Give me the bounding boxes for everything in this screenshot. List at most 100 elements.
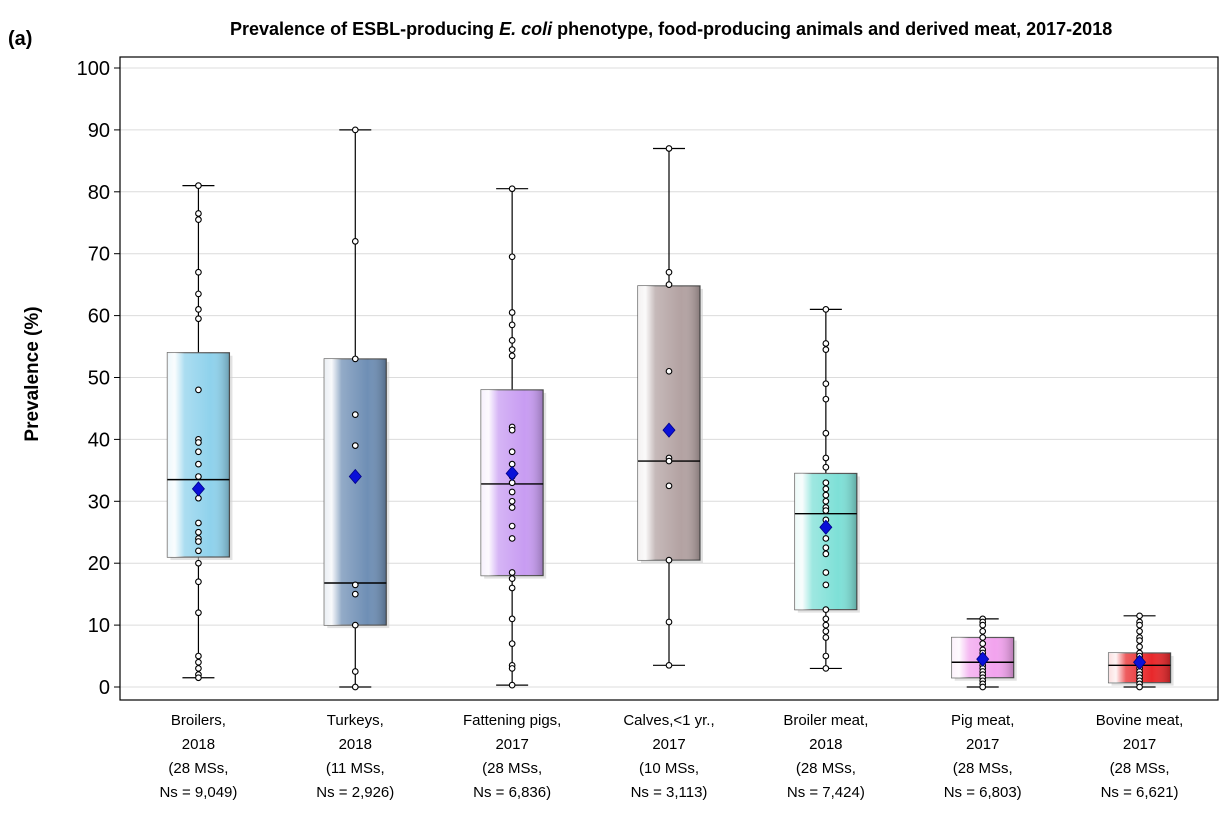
data-point (665, 661, 673, 669)
data-point (822, 569, 830, 576)
data-point (508, 681, 516, 689)
data-point (508, 309, 516, 316)
category-label-line: Calves,<1 yr., (623, 712, 714, 729)
y-axis-title: Prevalence (%) (22, 306, 43, 441)
category-label-line: (28 MSs, (1110, 760, 1170, 777)
category-label-line: (11 MSs, (326, 760, 385, 777)
boxes (166, 126, 1174, 691)
category-label-line: Ns = 9,049) (159, 784, 237, 801)
plot-border (119, 56, 1219, 701)
data-point (822, 479, 830, 487)
category-label-line: (28 MSs, (796, 760, 856, 777)
category-label-line: Broilers, (171, 712, 226, 729)
y-tick-label: 90 (88, 120, 110, 142)
data-point (508, 615, 516, 623)
category-label-line: 2018 (182, 736, 215, 753)
chart-title: Prevalence of ESBL-producing E. coli phe… (230, 19, 1112, 40)
data-point (665, 457, 673, 465)
data-point (1136, 643, 1143, 651)
data-point (1136, 612, 1143, 620)
data-point (508, 522, 516, 530)
data-point (508, 640, 516, 648)
category-label-line: Fattening pigs, (463, 712, 561, 729)
data-point (979, 634, 987, 641)
data-point (351, 683, 359, 691)
data-point (195, 315, 202, 323)
data-point (665, 281, 673, 289)
data-point (351, 668, 359, 675)
data-point (351, 237, 359, 245)
data-point (979, 640, 987, 648)
data-point (1136, 627, 1143, 635)
title-suffix: phenotype, food-producing animals and de… (552, 19, 1113, 39)
data-point (195, 268, 202, 276)
data-point (195, 439, 202, 446)
data-point (195, 674, 202, 682)
data-point (351, 590, 359, 598)
box-group-6 (1107, 612, 1174, 691)
data-point (508, 321, 516, 329)
data-point (665, 482, 673, 490)
data-point (508, 584, 516, 592)
data-point (351, 355, 359, 363)
data-point (195, 528, 202, 536)
y-tick-label: 100 (77, 58, 110, 80)
data-point (822, 454, 830, 462)
category-label-line: Ns = 6,621) (1101, 784, 1179, 801)
data-point (822, 606, 830, 613)
data-point (822, 615, 830, 623)
mean-marker (348, 468, 362, 485)
y-tick-label: 30 (88, 491, 110, 513)
data-point (195, 210, 202, 217)
data-point (822, 491, 830, 499)
y-tick-label: 80 (88, 182, 110, 204)
data-point (508, 504, 516, 511)
category-label-line: Ns = 7,424) (787, 784, 865, 801)
mean-marker (819, 519, 833, 535)
data-point (665, 556, 673, 564)
data-point (351, 581, 359, 589)
data-point (822, 634, 830, 641)
data-point (979, 627, 987, 635)
data-point (195, 559, 202, 567)
data-point (1136, 637, 1143, 644)
panel-label: (a) (8, 28, 33, 50)
data-point (822, 621, 830, 629)
data-point (508, 575, 516, 583)
category-label-line: Ns = 6,836) (473, 784, 551, 801)
data-point (195, 306, 202, 313)
data-point (508, 352, 516, 360)
data-point (1136, 683, 1143, 691)
y-tick-label: 0 (99, 677, 110, 699)
category-label-line: Turkeys, (327, 712, 384, 729)
y-axis-ticks: 0 10 20 30 40 50 60 70 80 90 100 (77, 58, 120, 699)
data-point (195, 386, 202, 394)
data-point (195, 290, 202, 298)
box-gloss (324, 358, 387, 626)
data-point (508, 448, 516, 456)
data-point (822, 380, 830, 388)
category-label-line: 2017 (966, 736, 999, 753)
data-point (195, 538, 202, 545)
y-tick-label: 50 (88, 368, 110, 390)
category-label-4: Broiler meat, 2018 (28 MSs, Ns = 7,424) (783, 712, 868, 801)
category-label-1: Turkeys, 2018 (11 MSs, Ns = 2,926) (316, 712, 394, 801)
data-point (351, 411, 359, 418)
data-point (195, 519, 202, 527)
category-label-3: Calves,<1 yr., 2017 (10 MSs, Ns = 3,113) (623, 712, 714, 801)
data-point (195, 460, 202, 468)
data-point (195, 473, 202, 480)
y-tick-label: 70 (88, 244, 110, 266)
data-point (195, 652, 202, 660)
category-label-line: (10 MSs, (639, 760, 699, 777)
box-group-0 (166, 182, 233, 682)
category-label-6: Bovine meat, 2017 (28 MSs, Ns = 6,621) (1096, 712, 1184, 801)
category-label-line: Ns = 2,926) (316, 784, 394, 801)
data-point (979, 621, 987, 629)
category-label-line: Bovine meat, (1096, 712, 1184, 729)
box-group-5 (951, 615, 1017, 691)
category-label-line: 2018 (809, 736, 842, 753)
data-point (195, 216, 202, 224)
data-point (822, 627, 830, 635)
box-group-3 (637, 145, 703, 669)
